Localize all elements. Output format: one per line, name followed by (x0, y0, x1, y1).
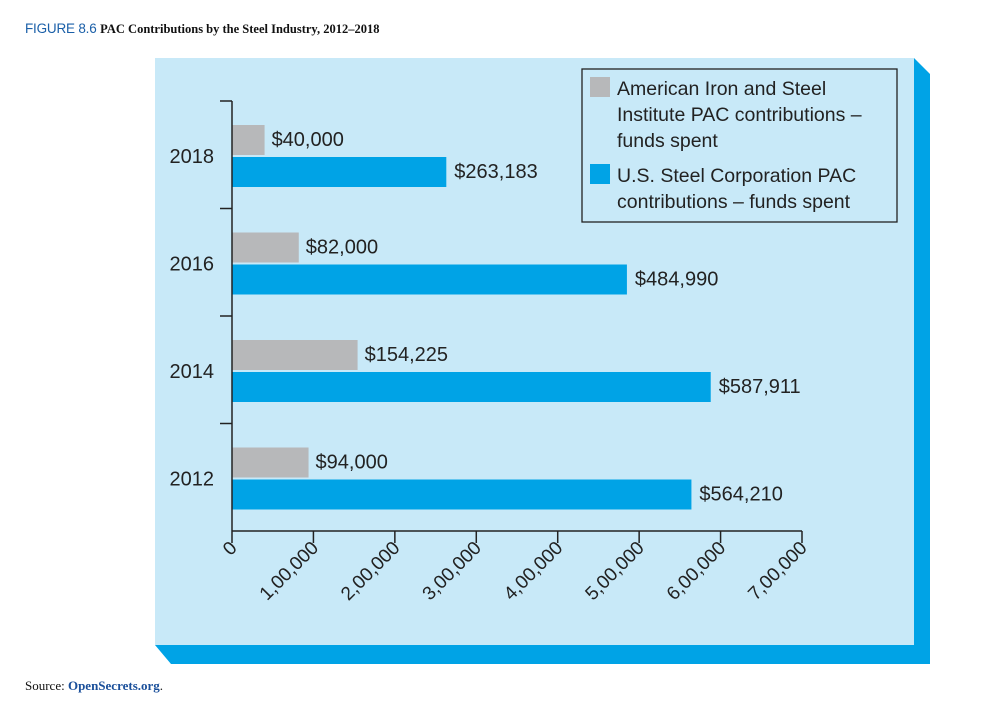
data-label-ussteel-2014: $587,911 (719, 376, 801, 398)
data-label-ussteel-2016: $484,990 (635, 269, 718, 291)
bar-aisi-2016 (232, 232, 299, 263)
source-note: Source: OpenSecrets.org. (25, 678, 163, 694)
y-tick-label-2012: 2012 (170, 468, 215, 490)
data-label-aisi-2012: $94,000 (316, 452, 388, 474)
y-tick-label-2016: 2016 (170, 253, 215, 275)
bar-aisi-2014 (232, 340, 358, 370)
source-suffix: . (159, 678, 164, 693)
legend-label-aisi: American Iron and Steel (617, 78, 826, 100)
legend-label-aisi: funds spent (617, 130, 718, 152)
data-label-aisi-2018: $40,000 (272, 129, 344, 151)
bar-aisi-2018 (232, 125, 265, 155)
bar-ussteel-2018 (232, 157, 447, 187)
source-prefix: Source: (25, 678, 68, 693)
bar-aisi-2012 (232, 447, 309, 478)
y-tick-label-2014: 2014 (170, 361, 215, 383)
bar-ussteel-2014 (232, 372, 711, 402)
data-label-aisi-2014: $154,225 (365, 344, 448, 366)
figure-number: FIGURE 8.6 (25, 21, 97, 36)
bar-ussteel-2016 (232, 264, 627, 295)
bar-ussteel-2012 (232, 479, 692, 510)
data-label-ussteel-2012: $564,210 (699, 484, 782, 506)
legend-swatch-aisi (590, 77, 610, 97)
legend-label-ussteel: U.S. Steel Corporation PAC (617, 165, 856, 187)
y-tick-label-2018: 2018 (170, 146, 215, 168)
legend-label-ussteel: contributions – funds spent (617, 191, 851, 213)
legend-label-aisi: Institute PAC contributions – (617, 104, 862, 126)
figure-title: FIGURE 8.6 PAC Contributions by the Stee… (25, 20, 379, 38)
data-label-aisi-2016: $82,000 (306, 237, 378, 259)
data-label-ussteel-2018: $263,183 (454, 161, 537, 183)
figure-caption: PAC Contributions by the Steel Industry,… (100, 22, 380, 36)
legend-swatch-ussteel (590, 164, 610, 184)
legend-box (581, 68, 898, 223)
source-link[interactable]: OpenSecrets.org (67, 678, 160, 693)
